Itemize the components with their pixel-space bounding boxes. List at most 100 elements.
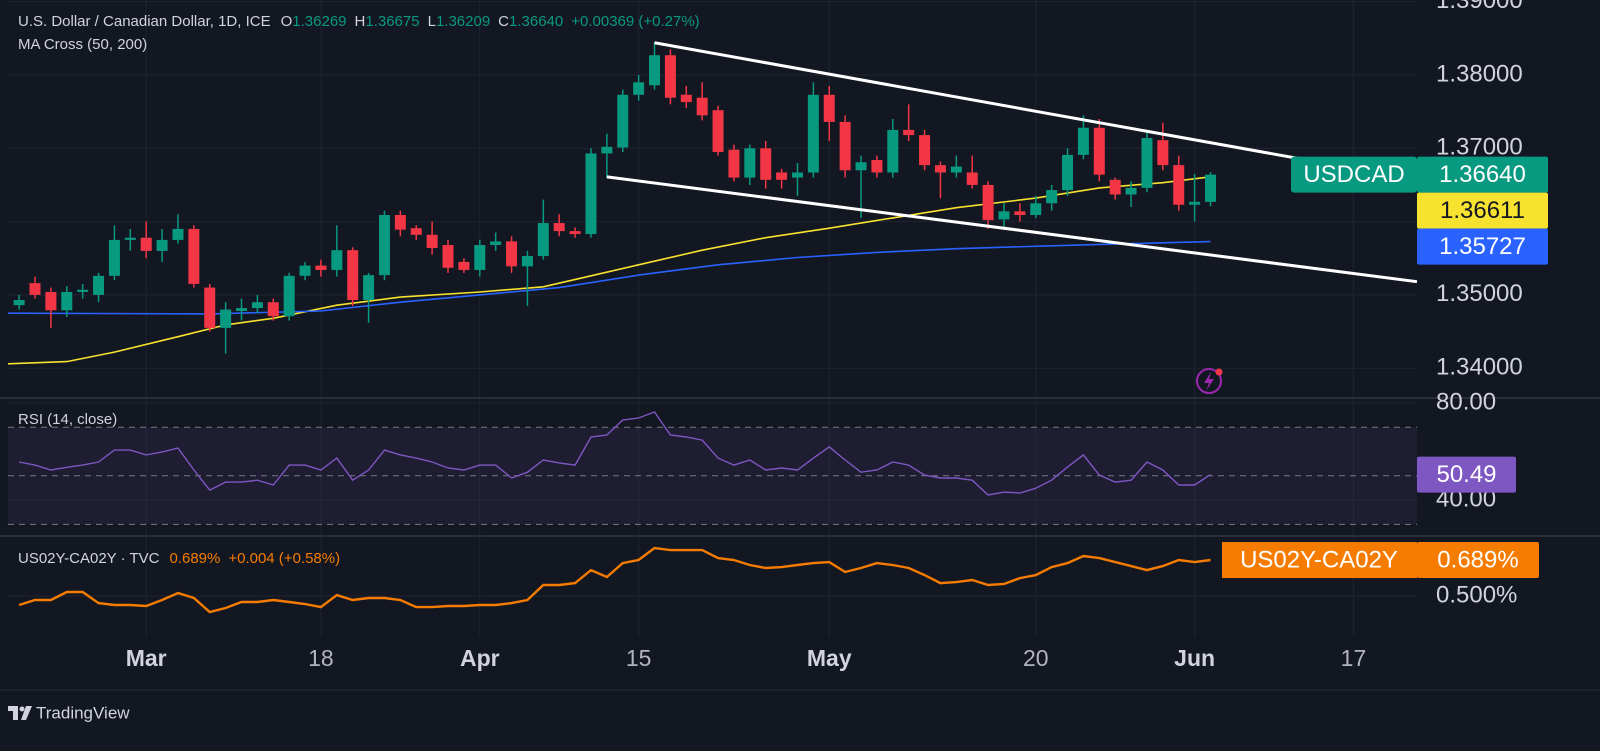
- candle-body: [855, 162, 867, 171]
- candle-body: [823, 94, 835, 122]
- price-label: 1.36640: [1439, 161, 1526, 188]
- y-tick-label: 1.37000: [1436, 134, 1523, 161]
- x-tick-label: Jun: [1174, 645, 1215, 671]
- symbol-label: US02Y-CA02Y: [1240, 546, 1398, 573]
- price-label-box: [1417, 192, 1548, 229]
- panel-header: US02Y-CA02Y · TVC 0.689% +0.004 (+0.58%): [18, 550, 340, 567]
- panel-value: 0.689%: [169, 550, 220, 567]
- candle-body: [585, 153, 597, 235]
- trendline: [654, 41, 1418, 182]
- candle-body: [188, 228, 200, 284]
- candle-body: [728, 149, 740, 178]
- ohlc-key: L: [428, 13, 436, 30]
- candle-body: [77, 289, 89, 292]
- candle-body: [267, 302, 279, 317]
- y-tick-label: 0.500%: [1436, 581, 1517, 608]
- ohlc-key: C: [498, 13, 509, 30]
- panel-title: RSI (14, close): [18, 411, 117, 428]
- alert-icon: [1196, 368, 1223, 394]
- candle-body: [458, 261, 470, 270]
- last-value-label: 0.689%: [1437, 546, 1518, 573]
- candle-body: [474, 245, 486, 270]
- candle-body: [807, 94, 819, 173]
- candle-body: [29, 283, 41, 295]
- price-label-box: [1417, 228, 1548, 265]
- candle-body: [537, 223, 549, 257]
- candle-body: [934, 165, 946, 173]
- symbol-label-box: [1291, 156, 1417, 193]
- price-label-box: [1417, 156, 1548, 193]
- candle-body: [617, 94, 629, 148]
- price-label: 1.35727: [1439, 233, 1526, 260]
- ohlc-key: O: [281, 13, 293, 30]
- candle-body: [1109, 179, 1121, 195]
- last-value-box: [1417, 542, 1539, 579]
- candle-body: [998, 211, 1010, 220]
- candle-body: [664, 55, 676, 98]
- candle-body: [299, 265, 311, 276]
- y-tick-label: 1.34000: [1436, 354, 1523, 381]
- ohlc-value: 1.36675: [365, 13, 419, 30]
- moving-average: [7, 240, 1211, 315]
- candle-body: [982, 184, 994, 221]
- candle-body: [1014, 211, 1026, 215]
- candle-body: [124, 237, 136, 240]
- y-tick-label: 1.35000: [1436, 280, 1523, 307]
- panel-change: +0.004 (+0.58%): [228, 550, 340, 567]
- last-value-label: 50.49: [1436, 461, 1496, 488]
- candle-body: [1077, 127, 1089, 155]
- ohlc-key: H: [355, 13, 366, 30]
- chart-header: U.S. Dollar / Canadian Dollar, 1D, ICE O1…: [18, 13, 700, 30]
- candle-body: [791, 172, 803, 178]
- candle-body: [251, 302, 263, 309]
- candle-body: [633, 82, 645, 95]
- candle-body: [442, 245, 454, 268]
- candle-body: [410, 228, 422, 235]
- candle-body: [1189, 201, 1201, 205]
- candle-body: [156, 239, 168, 251]
- candle-body: [426, 234, 438, 248]
- y-tick-label: 80.00: [1436, 388, 1496, 415]
- price-change: +0.00369 (+0.27%): [571, 13, 699, 30]
- candle-body: [283, 275, 295, 317]
- x-tick-label: 17: [1341, 645, 1367, 671]
- ohlc-value: 1.36640: [509, 13, 563, 30]
- candle-body: [1093, 127, 1105, 175]
- candle-body: [108, 239, 120, 276]
- candle-body: [680, 94, 692, 103]
- candle-body: [45, 291, 57, 311]
- x-tick-label: 18: [308, 645, 334, 671]
- candle-body: [553, 223, 565, 232]
- y-tick-label: 1.39000: [1436, 0, 1523, 14]
- candle-body: [601, 146, 613, 154]
- candle-body: [1030, 203, 1042, 215]
- candle-body: [394, 214, 406, 230]
- indicator-line: [18, 546, 1211, 614]
- candle-body: [649, 55, 661, 86]
- candle-body: [521, 256, 533, 267]
- candle-body: [696, 97, 708, 116]
- brand: TradingView: [36, 703, 130, 722]
- indicator-line: [18, 411, 1211, 496]
- x-tick-label: Apr: [460, 645, 500, 671]
- candle-body: [1141, 138, 1153, 188]
- candle-body: [1204, 174, 1216, 202]
- grid: [8, 0, 1417, 637]
- candle-body: [363, 275, 375, 301]
- candle-body: [569, 231, 581, 235]
- candle-body: [13, 300, 25, 306]
- candle-body: [903, 129, 915, 136]
- candle-body: [776, 172, 788, 180]
- candle-body: [1046, 190, 1058, 204]
- candle-body: [378, 214, 390, 276]
- candle-body: [331, 250, 343, 270]
- panel-header: RSI (14, close): [18, 411, 117, 428]
- candle-body: [236, 308, 248, 312]
- symbol-label-box: [1222, 542, 1417, 579]
- symbol-label: USDCAD: [1303, 161, 1404, 188]
- x-tick-label: 20: [1023, 645, 1049, 671]
- x-tick-label: Mar: [126, 645, 167, 671]
